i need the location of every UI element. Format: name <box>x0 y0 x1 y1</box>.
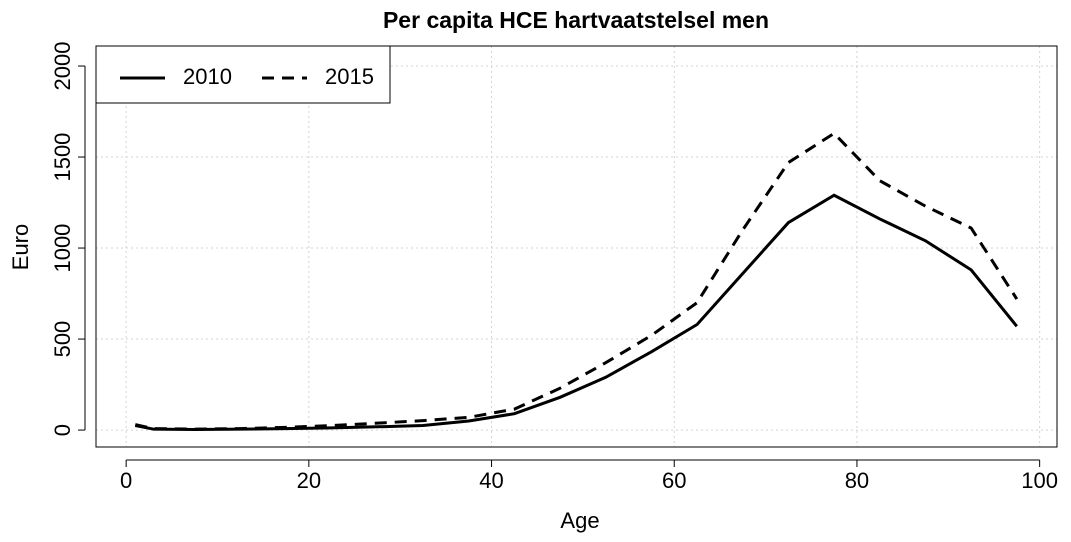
x-tick-label: 80 <box>845 468 869 493</box>
y-tick-label: 1000 <box>50 224 75 273</box>
line-series <box>134 131 1019 431</box>
x-tick-label: 20 <box>297 468 321 493</box>
y-axis-label: Euro <box>8 224 33 270</box>
x-tick-label: 60 <box>662 468 686 493</box>
y-tick-label: 0 <box>50 424 75 436</box>
legend-box <box>95 45 391 104</box>
x-tick-label: 100 <box>1021 468 1058 493</box>
legend-label: 2015 <box>325 64 374 89</box>
y-tick-label: 2000 <box>50 42 75 91</box>
chart-title: Per capita HCE hartvaatstelsel men <box>383 7 769 33</box>
x-tick-label: 0 <box>120 468 132 493</box>
x-tick-label: 40 <box>479 468 503 493</box>
legend-label: 2010 <box>183 64 232 89</box>
line-series <box>134 193 1018 432</box>
plot-frame <box>95 45 1058 448</box>
y-tick-label: 1500 <box>50 133 75 182</box>
x-axis-label: Age <box>560 508 599 533</box>
y-tick-label: 500 <box>50 321 75 358</box>
